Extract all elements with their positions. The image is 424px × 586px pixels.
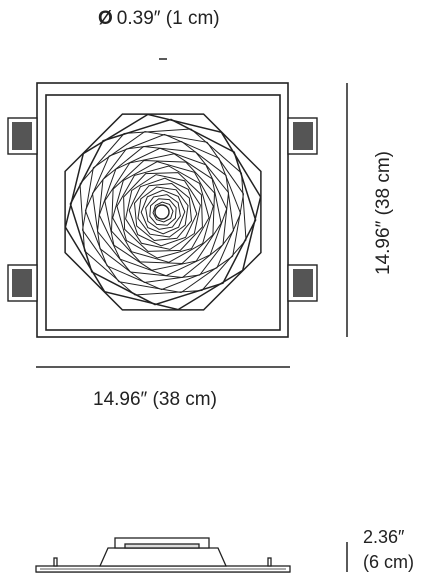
- diameter-label: Ø 0.39″ (1 cm): [98, 8, 220, 30]
- spiral-ring: [145, 194, 181, 230]
- spiral-octagon-pattern: [64, 113, 262, 311]
- side-profile: [35, 537, 291, 573]
- diameter-symbol: Ø: [98, 8, 113, 29]
- spiral-ring: [125, 174, 201, 250]
- spiral-ring: [149, 198, 177, 226]
- depth-dimension-label: 2.36″ (6 cm): [363, 525, 414, 575]
- spiral-ring: [137, 186, 189, 238]
- mounting-clip-top-right: [287, 117, 318, 155]
- mounting-clip-top-left: [7, 117, 38, 155]
- center-hole: [154, 204, 170, 220]
- spiral-ring: [116, 165, 210, 259]
- depth-dimension-line1: 2.36″: [363, 527, 405, 547]
- mounting-clip-bottom-right: [287, 264, 318, 302]
- spiral-ring: [133, 182, 193, 242]
- spiral-ring: [110, 159, 216, 265]
- spiral-ring: [128, 177, 198, 247]
- depth-dimension-line2: (6 cm): [363, 552, 414, 572]
- spiral-ring: [140, 189, 186, 235]
- width-dimension-label: 14.96″ (38 cm): [93, 389, 217, 410]
- height-dimension-label: 14.96″ (38 cm): [373, 151, 394, 275]
- mounting-clip-bottom-left: [7, 264, 38, 302]
- diameter-value: 0.39″ (1 cm): [116, 8, 220, 29]
- spiral-ring: [104, 153, 222, 271]
- spiral-ring: [98, 147, 228, 277]
- spiral-ring: [112, 161, 214, 263]
- spiral-ring: [123, 172, 203, 252]
- spiral-ring: [152, 201, 174, 223]
